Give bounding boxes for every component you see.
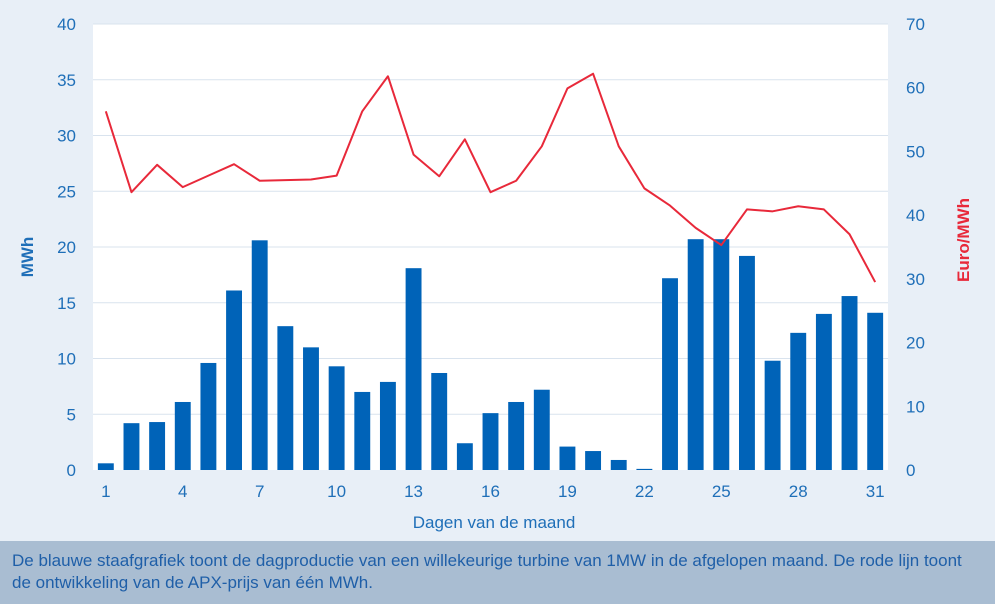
right-tick-label: 10 — [906, 397, 925, 416]
left-tick-label: 10 — [57, 350, 76, 369]
bar-day-2 — [123, 423, 140, 470]
x-tick-label: 1 — [101, 482, 110, 501]
bar-day-28 — [790, 332, 807, 470]
x-axis-title: Dagen van de maand — [413, 513, 576, 532]
left-tick-label: 30 — [57, 127, 76, 146]
bar-day-9 — [303, 347, 319, 470]
bar-day-3 — [149, 422, 166, 470]
right-tick-label: 60 — [906, 79, 925, 98]
chart-caption: De blauwe staafgrafiek toont de dagprodu… — [0, 541, 995, 604]
x-tick-label: 25 — [712, 482, 731, 501]
x-tick-label: 4 — [178, 482, 187, 501]
bar-day-30 — [841, 296, 858, 470]
right-tick-label: 50 — [906, 142, 925, 161]
chart-container: 0 5 10 15 20 25 30 35 40 0 10 20 30 40 50 60 70 1 4 7 10 13… — [18, 15, 973, 532]
bar-day-26 — [739, 255, 755, 470]
bar-day-11 — [354, 391, 371, 470]
left-tick-label: 25 — [57, 182, 76, 201]
bar-day-17 — [508, 401, 525, 470]
bar-day-24 — [687, 239, 704, 470]
right-tick-label: 30 — [906, 270, 925, 289]
y2-axis-title: Euro/MWh — [954, 198, 973, 282]
bar-day-31 — [867, 312, 884, 470]
right-tick-label: 40 — [906, 206, 925, 225]
right-axis-ticks: 0 10 20 30 40 50 60 70 — [906, 15, 925, 480]
x-tick-label: 16 — [481, 482, 500, 501]
bar-day-12 — [379, 381, 396, 470]
bar-day-21 — [610, 459, 627, 470]
bar-series — [97, 239, 884, 470]
x-tick-label: 7 — [255, 482, 264, 501]
right-tick-label: 0 — [906, 461, 915, 480]
bar-day-23 — [662, 278, 678, 470]
left-tick-label: 15 — [57, 294, 76, 313]
bar-day-29 — [815, 313, 832, 470]
right-tick-label: 70 — [906, 15, 925, 34]
bar-day-6 — [226, 290, 242, 470]
y-axis-title: MWh — [18, 237, 37, 278]
bar-day-5 — [200, 362, 217, 470]
x-tick-label: 22 — [635, 482, 654, 501]
bar-day-20 — [585, 451, 602, 470]
bar-day-10 — [328, 366, 345, 470]
left-tick-label: 35 — [57, 71, 76, 90]
bar-day-7 — [251, 240, 268, 470]
left-tick-label: 0 — [67, 461, 76, 480]
bar-day-1 — [97, 463, 114, 470]
bar-day-14 — [431, 372, 448, 470]
bar-day-15 — [456, 443, 473, 470]
price-line — [104, 72, 877, 283]
left-axis-ticks: 0 5 10 15 20 25 30 35 40 — [57, 15, 76, 480]
left-tick-label: 40 — [57, 15, 76, 34]
gridlines — [93, 23, 888, 415]
bar-day-27 — [764, 360, 781, 470]
x-tick-label: 19 — [558, 482, 577, 501]
bar-day-13 — [405, 268, 422, 470]
bar-day-25 — [713, 239, 730, 470]
right-tick-label: 20 — [906, 334, 925, 353]
bar-day-16 — [482, 413, 499, 470]
left-tick-label: 20 — [57, 238, 76, 257]
bar-day-22 — [636, 468, 653, 470]
line-series — [104, 72, 877, 283]
x-tick-label: 31 — [866, 482, 885, 501]
x-axis-ticks: 1 4 7 10 13 16 19 22 25 28 31 — [101, 482, 885, 501]
combo-chart: 0 5 10 15 20 25 30 35 40 0 10 20 30 40 50 60 70 1 4 7 10 13… — [18, 15, 973, 532]
x-tick-label: 13 — [404, 482, 423, 501]
left-tick-label: 5 — [67, 405, 76, 424]
x-tick-label: 28 — [789, 482, 808, 501]
bar-day-19 — [559, 446, 576, 470]
bar-day-8 — [277, 326, 294, 470]
bar-day-4 — [174, 401, 191, 470]
x-tick-label: 10 — [327, 482, 346, 501]
bar-day-18 — [533, 389, 550, 470]
